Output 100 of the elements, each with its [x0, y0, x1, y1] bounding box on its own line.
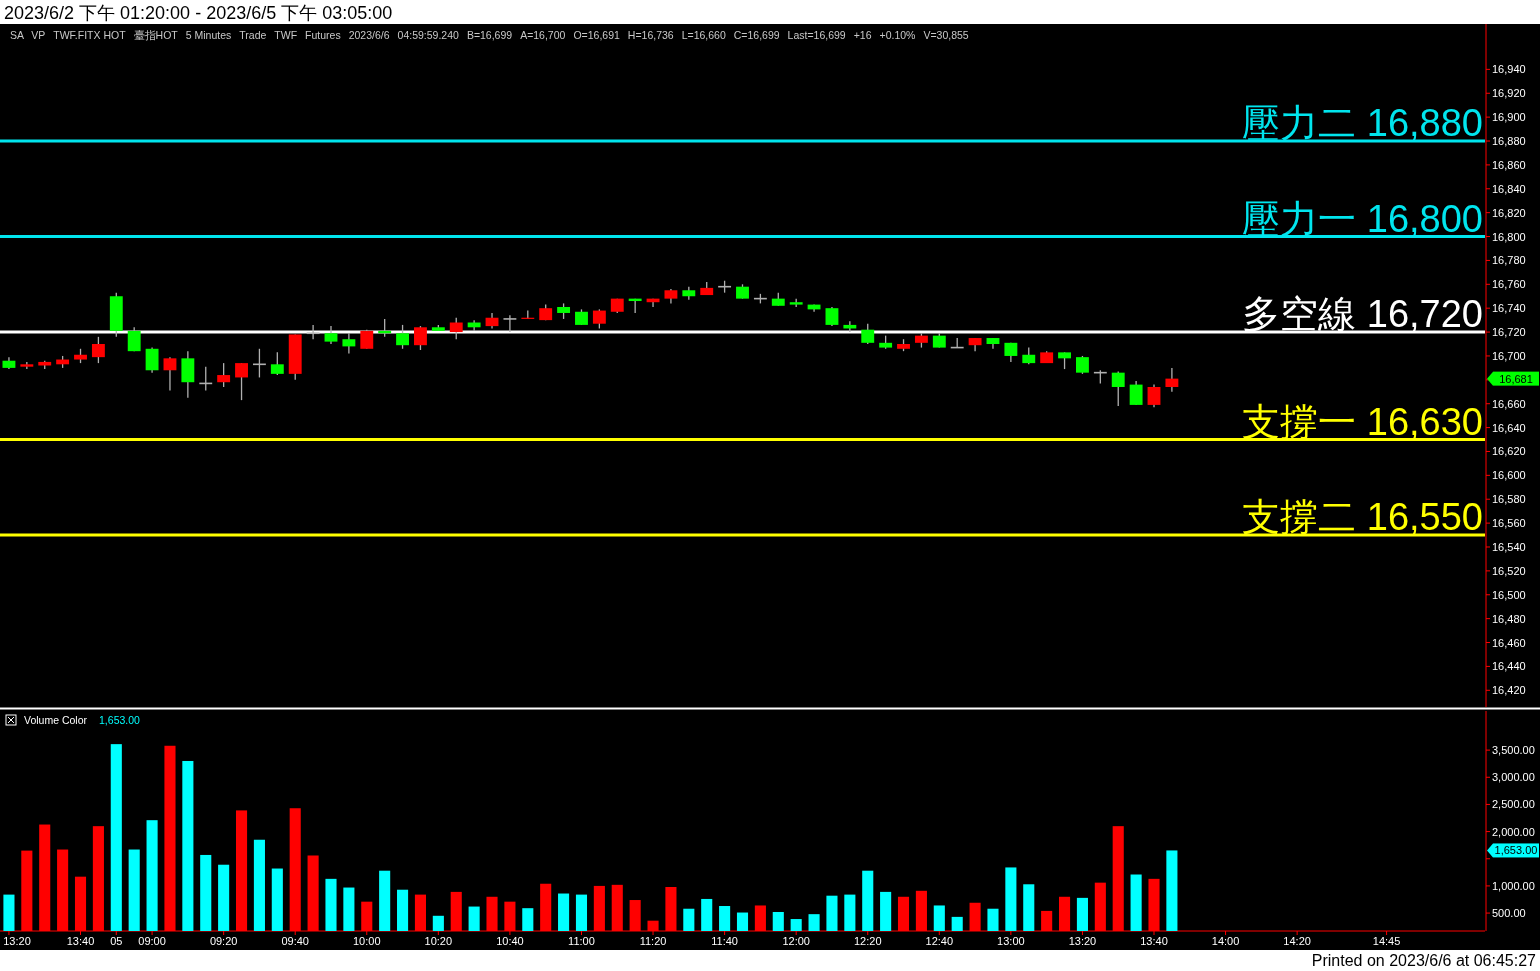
- y-tick-label: 16,440: [1492, 660, 1526, 673]
- x-tick-label: 10:20: [424, 935, 453, 947]
- annotation: +16: [853, 29, 872, 41]
- annotation: TWF: [274, 29, 298, 41]
- candlestick: [592, 308, 606, 330]
- annotation: 臺指HOT: [133, 29, 179, 41]
- y-tick-label: 3,000.00: [1492, 771, 1535, 784]
- candlestick: [502, 314, 518, 333]
- y-tick-label: 16,880: [1492, 135, 1526, 148]
- y-tick-label: 16,860: [1492, 158, 1526, 171]
- y-tick-label: 16,580: [1492, 493, 1526, 506]
- y-tick-label: 16,620: [1492, 445, 1526, 458]
- annotation: 2023/6/6: [348, 29, 390, 41]
- y-tick-label: 16,420: [1492, 684, 1526, 697]
- y-tick-label: 3,500.00: [1492, 744, 1535, 757]
- candlestick: [861, 323, 875, 345]
- annotation: TWF.FITX HOT: [53, 29, 127, 41]
- x-tick-label: 12:20: [853, 935, 882, 947]
- annotation: B=16,699: [466, 29, 513, 41]
- y-tick-label: 16,820: [1492, 206, 1526, 219]
- annotation: V=30,855: [923, 29, 969, 41]
- candlestick: [181, 350, 195, 399]
- y-tick-label: 16,920: [1492, 87, 1526, 100]
- annotation: C=16,699: [733, 29, 780, 41]
- y-tick-label: 2,000.00: [1492, 825, 1535, 838]
- ref-line-label: 多空線 16,720: [1242, 293, 1483, 336]
- x-tick-label: 12:00: [782, 935, 810, 947]
- ref-line-label: 壓力二 16,880: [1242, 102, 1483, 145]
- candlestick: [145, 346, 159, 374]
- x-tick-label: 05: [110, 935, 123, 947]
- x-tick-label: 13:40: [1140, 935, 1168, 947]
- candlestick: [270, 351, 284, 376]
- annotation: 04:59:59.240: [397, 29, 460, 41]
- candlestick: [1129, 380, 1143, 406]
- annotation: +0.10%: [879, 29, 916, 41]
- y-tick-label: 16,740: [1492, 302, 1526, 315]
- x-tick-label: 11:20: [639, 935, 667, 947]
- annotation: SA: [10, 29, 24, 41]
- y-tick-label: 16,700: [1492, 349, 1526, 362]
- x-tick-label: 13:20: [3, 935, 31, 947]
- annotation: H=16,736: [627, 29, 674, 41]
- candlestick: [449, 317, 463, 340]
- x-tick-label: 10:00: [353, 935, 381, 947]
- x-tick-label: 13:20: [1068, 935, 1097, 947]
- y-tick-label: 2,500.00: [1492, 798, 1535, 811]
- annotation: O=16,691: [573, 29, 620, 41]
- y-tick-label: 500.00: [1492, 907, 1526, 920]
- annotation: 1,653.00: [99, 714, 141, 726]
- y-tick-label: 16,640: [1492, 421, 1526, 434]
- candlestick: [1147, 383, 1161, 408]
- ref-line-label: 支撐二 16,550: [1242, 496, 1483, 539]
- y-tick-label: 16,760: [1492, 278, 1526, 291]
- annotation: Volume Color: [24, 714, 88, 726]
- candlestick: [1111, 370, 1125, 407]
- y-tick-label: 16,560: [1492, 517, 1526, 530]
- candlestick: [342, 332, 356, 355]
- y-tick-label: 16,540: [1492, 541, 1526, 553]
- y-tick-label: 1,000.00: [1492, 879, 1535, 892]
- ref-line-label: 支撐一 16,630: [1242, 400, 1483, 443]
- y-tick-label: 16,720: [1492, 326, 1526, 339]
- x-tick-label: 09:00: [138, 935, 166, 947]
- x-tick-label: 12:40: [925, 935, 954, 947]
- x-tick-label: 11:00: [568, 935, 595, 947]
- candlestick: [414, 325, 427, 351]
- text: Printed on 2023/6/6 at 06:45:27: [1311, 952, 1537, 969]
- y-tick-label: 16,460: [1492, 636, 1526, 649]
- candlestick: [305, 324, 321, 340]
- y-tick-label: 16,520: [1492, 564, 1526, 577]
- candlestick: [360, 329, 374, 350]
- x-tick-label: 14:20: [1283, 935, 1311, 947]
- y-tick-label: 16,500: [1492, 588, 1526, 601]
- chart-title: 2023/6/2 下午 01:20:00 - 2023/6/5 下午 03:05:00: [4, 3, 393, 23]
- candlestick: [163, 356, 177, 392]
- x-tick-label: 14:45: [1372, 935, 1401, 947]
- y-tick-label: 16,800: [1492, 230, 1526, 243]
- y-tick-label: 16,600: [1492, 469, 1526, 482]
- candlestick: [396, 324, 409, 350]
- candlestick: [235, 362, 248, 401]
- y-tick-label: 16,780: [1492, 254, 1526, 267]
- x-tick-label: 09:40: [281, 935, 309, 947]
- y-tick-label: 16,660: [1492, 397, 1526, 410]
- x-tick-label: 13:40: [66, 935, 95, 947]
- annotation: Futures: [305, 29, 341, 41]
- annotation: Last=16,699: [787, 29, 846, 41]
- x-tick-label: 11:40: [711, 935, 738, 947]
- x-tick-label: 09:20: [209, 935, 238, 947]
- y-tick-label: 16,940: [1492, 63, 1526, 76]
- candlestick: [1165, 367, 1179, 393]
- annotation: 5 Minutes: [185, 29, 232, 41]
- y-tick-label: 16,900: [1492, 111, 1526, 124]
- x-tick-label: 10:40: [496, 935, 524, 947]
- y-tick-label: 16,480: [1492, 612, 1526, 625]
- x-tick-label: 13:00: [997, 935, 1025, 947]
- y-tick-label: 16,840: [1492, 182, 1526, 195]
- annotation: Trade: [239, 29, 267, 41]
- candlestick: [825, 306, 839, 327]
- annotation: VP: [31, 29, 46, 41]
- candlestick: [217, 362, 231, 388]
- x-tick-label: 14:00: [1211, 935, 1240, 947]
- annotation: A=16,700: [520, 29, 566, 41]
